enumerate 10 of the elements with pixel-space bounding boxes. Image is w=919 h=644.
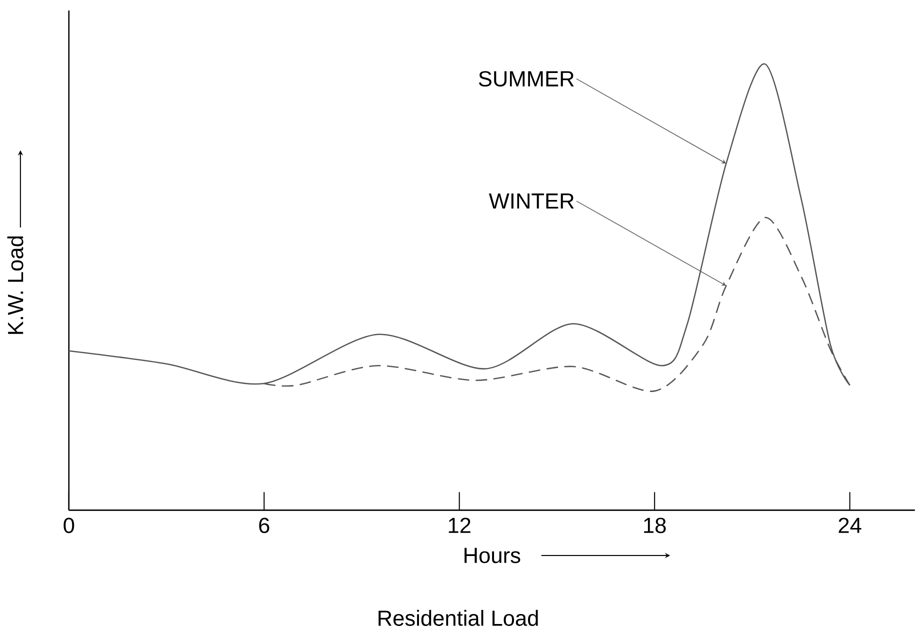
- text: Residential Load: [378, 610, 538, 626]
- x-tick-label: 18: [644, 518, 666, 533]
- x-tick-label: 12: [448, 518, 470, 533]
- x-tick-label: 6: [259, 518, 270, 533]
- x-axis-title: Hours: [464, 548, 520, 563]
- x-tick-label: 24: [838, 518, 862, 533]
- annotation: WINTER: [488, 193, 574, 208]
- annotation: SUMMER: [478, 70, 574, 86]
- y-axis-title: K.W. Load: [7, 236, 24, 334]
- x-tick-label: 0: [64, 518, 74, 533]
